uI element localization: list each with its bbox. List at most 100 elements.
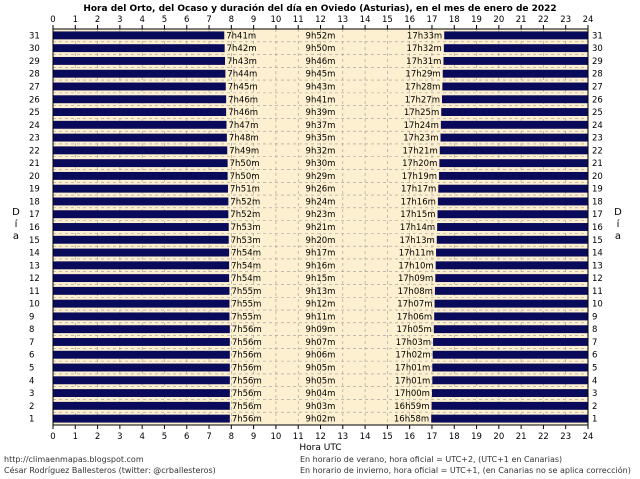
daylength-label: 9h13m [306, 287, 336, 297]
morning-night-bar [53, 325, 230, 334]
evening-night-bar [437, 210, 588, 219]
morning-night-bar [53, 56, 226, 65]
day-tick-right: 2 [592, 402, 597, 412]
sunset-label: 17h14m [400, 223, 435, 233]
day-tick-right: 3 [592, 389, 597, 399]
sunrise-label: 7h54m [231, 249, 261, 259]
day-tick-left: 3 [29, 389, 34, 399]
x-tick-bottom: 23 [560, 432, 571, 442]
daylength-label: 9h41m [306, 95, 336, 105]
daylength-label: 9h37m [306, 121, 336, 131]
day-tick-right: 18 [592, 197, 603, 207]
x-tick-bottom: 1 [73, 432, 78, 442]
morning-night-bar [53, 376, 230, 385]
sunset-label: 17h25m [404, 108, 439, 118]
x-tick-bottom: 15 [382, 432, 393, 442]
evening-night-bar [442, 82, 588, 91]
day-tick-left: 31 [29, 31, 40, 41]
evening-night-bar [436, 248, 588, 257]
x-tick-top: 22 [538, 15, 549, 25]
daylength-label: 9h16m [306, 261, 336, 271]
sunrise-label: 7h53m [231, 223, 261, 233]
sunrise-label: 7h49m [229, 146, 259, 156]
day-tick-right: 30 [592, 44, 603, 54]
x-tick-top: 3 [117, 15, 122, 25]
day-tick-right: 11 [592, 287, 603, 297]
sunrise-label: 7h52m [230, 210, 260, 220]
day-tick-left: 10 [29, 300, 40, 310]
daylength-label: 9h21m [306, 223, 336, 233]
daylength-label: 9h11m [306, 312, 336, 322]
daylength-label: 9h45m [306, 70, 336, 80]
sunrise-label: 7h42m [227, 44, 257, 54]
evening-night-bar [434, 312, 588, 321]
sunset-label: 17h20m [402, 159, 437, 169]
evening-night-bar [443, 56, 588, 65]
day-tick-right: 28 [592, 70, 603, 80]
sunrise-label: 7h55m [231, 300, 261, 310]
sunset-label: 17h29m [405, 70, 440, 80]
sunset-label: 17h02m [395, 351, 430, 361]
sunset-label: 17h03m [396, 338, 431, 348]
sunset-label: 17h15m [400, 210, 435, 220]
daylength-label: 9h50m [306, 44, 336, 54]
x-tick-top: 2 [95, 15, 100, 25]
x-tick-bottom: 8 [229, 432, 234, 442]
sunrise-label: 7h56m [232, 325, 262, 335]
sunrise-label: 7h45m [228, 82, 258, 92]
x-axis-label: Hora UTC [299, 443, 341, 453]
daylength-label: 9h15m [306, 274, 336, 284]
daylength-label: 9h26m [306, 185, 336, 195]
x-tick-top: 12 [315, 15, 326, 25]
morning-night-bar [53, 401, 230, 410]
day-tick-right: 25 [592, 108, 603, 118]
sunrise-label: 7h56m [232, 351, 262, 361]
sunset-label: 17h23m [403, 134, 438, 144]
sunrise-label: 7h54m [231, 261, 261, 271]
day-tick-left: 8 [29, 325, 34, 335]
morning-night-bar [53, 338, 230, 346]
x-tick-top: 16 [404, 15, 415, 25]
daylength-label: 9h04m [306, 389, 336, 399]
day-tick-right: 16 [592, 223, 603, 233]
x-tick-bottom: 22 [538, 432, 549, 442]
sunset-label: 17h06m [397, 312, 432, 322]
daylength-label: 9h07m [306, 338, 336, 348]
day-tick-right: 10 [592, 300, 603, 310]
evening-night-bar [443, 44, 588, 53]
daylength-label: 9h46m [306, 57, 336, 67]
daylength-label: 9h35m [306, 134, 336, 144]
x-tick-bottom: 10 [271, 432, 282, 442]
evening-night-bar [432, 363, 588, 372]
day-tick-left: 5 [29, 364, 34, 374]
day-tick-left: 6 [29, 351, 34, 361]
day-tick-left: 28 [29, 70, 40, 80]
daylength-label: 9h02m [306, 415, 336, 425]
sunrise-label: 7h56m [232, 338, 262, 348]
x-tick-bottom: 9 [251, 432, 256, 442]
morning-night-bar [53, 210, 229, 219]
sunset-label: 17h13m [399, 236, 434, 246]
x-tick-bottom: 17 [427, 432, 438, 442]
x-tick-bottom: 12 [315, 432, 326, 442]
author-credit: César Rodríguez Ballesteros (twitter: @c… [4, 466, 216, 475]
x-tick-bottom: 0 [50, 432, 55, 442]
x-tick-top: 8 [229, 15, 234, 25]
sunset-label: 17h09m [398, 274, 433, 284]
day-tick-right: 24 [592, 121, 603, 131]
sunrise-label: 7h56m [232, 415, 262, 425]
sunset-label: 17h33m [407, 31, 442, 41]
evening-night-bar [444, 31, 588, 40]
morning-night-bar [53, 184, 228, 193]
day-tick-right: 20 [592, 172, 603, 182]
morning-night-bar [53, 197, 229, 206]
evening-night-bar [440, 120, 588, 129]
day-tick-left: 30 [29, 44, 40, 54]
day-tick-right: 7 [592, 338, 597, 348]
x-tick-top: 20 [493, 15, 504, 25]
morning-night-bar [53, 69, 226, 78]
daylength-label: 9h30m [306, 159, 336, 169]
daylength-label: 9h52m [306, 31, 336, 41]
daylength-label: 9h23m [306, 210, 336, 220]
